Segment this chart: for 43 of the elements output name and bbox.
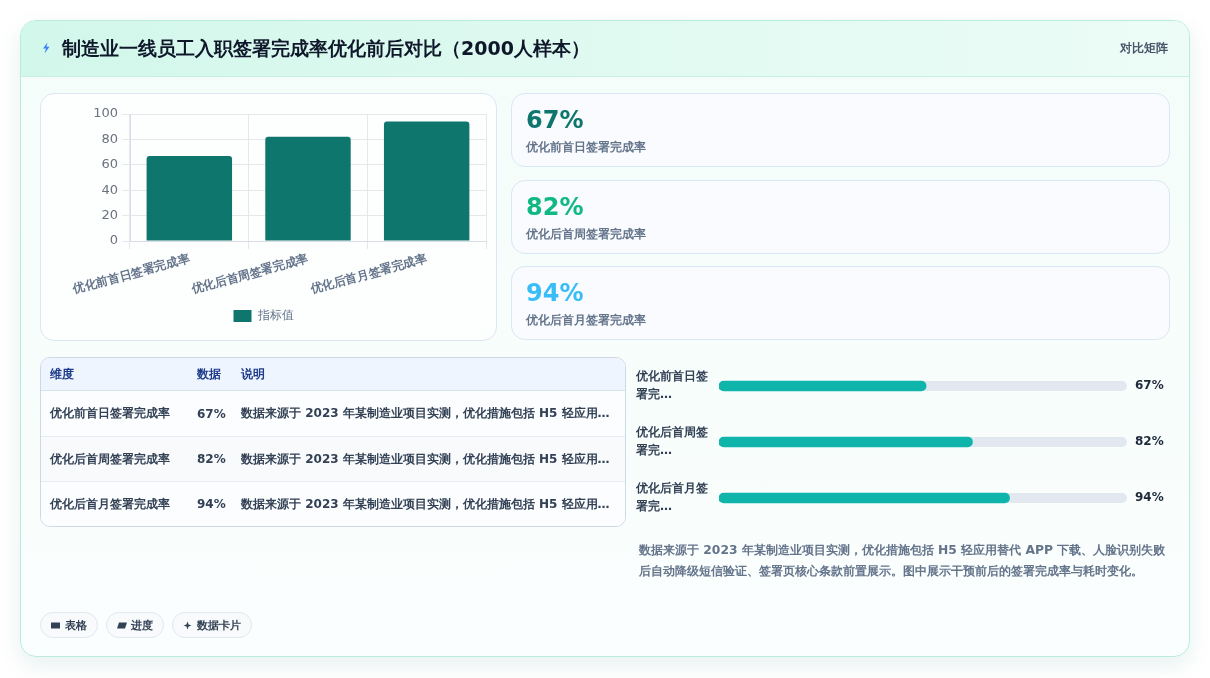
- y-tick-label: 0: [109, 232, 118, 248]
- x-tick-label: 优化后首周签署完成率: [189, 251, 310, 297]
- x-tick-label: 优化后首月签署完成率: [307, 251, 429, 297]
- bar: [383, 121, 470, 241]
- text: 67%: [526, 106, 584, 134]
- chart-title: 制造业一线员工入职签署完成率优化前后对比（2000人样本）: [62, 36, 590, 61]
- text: 对比矩阵: [1120, 40, 1168, 57]
- text: 数据来源于 2023 年某制造业项目实测，优化措施包括 H5 轻应用替代 APP 下载、人脸识别失败后自动降级短信验证、签署页核心条款前置展示。图中展示干预前后的签署完成率与耗时变化。: [639, 542, 1167, 580]
- y-tick-label: 优化后首周签署完…: [635, 425, 708, 458]
- y-tick-label: 20: [101, 207, 118, 222]
- text: 数据来源于 2023 年某制造业项目实测，优化措施包括 H5 轻应用…: [241, 495, 610, 513]
- data-label: 67%: [1135, 378, 1164, 393]
- text: 数据: [197, 365, 221, 383]
- y-tick-label: 80: [101, 130, 118, 146]
- text: 优化后首周签署完成率: [526, 226, 646, 243]
- text: 数据来源于 2023 年某制造业项目实测，优化措施包括 H5 轻应用…: [241, 450, 610, 468]
- text: 进度: [131, 617, 153, 633]
- legend-label: 指标值: [256, 308, 294, 323]
- text: 优化后首月签署完成率: [526, 312, 646, 329]
- y-tick-label: 40: [101, 181, 118, 197]
- text: 维度: [50, 365, 74, 383]
- text: 优化后首月签署完成率: [50, 495, 170, 513]
- bar: [146, 155, 233, 241]
- text: 优化前首日签署完成率: [50, 405, 170, 422]
- bar: [265, 136, 351, 241]
- x-tick-label: 优化前首日签署完成率: [70, 251, 191, 297]
- text: 表格: [65, 617, 87, 633]
- text: 82%: [526, 193, 584, 221]
- y-tick-label: 优化后首月签署完…: [635, 481, 708, 514]
- data-label: 82%: [1135, 434, 1164, 449]
- y-tick-label: 60: [101, 156, 118, 172]
- text: 优化前首日签署完成率: [526, 139, 646, 156]
- text: 82%: [197, 451, 226, 468]
- text: 94%: [197, 496, 226, 513]
- y-tick-label: 优化前首日签署完…: [635, 369, 708, 402]
- text: 数据卡片: [197, 617, 241, 633]
- data-label: 94%: [1135, 490, 1164, 505]
- text: 优化后首周签署完成率: [50, 450, 170, 468]
- text: 说明: [241, 365, 265, 383]
- text: 67%: [197, 405, 226, 423]
- text: 数据来源于 2023 年某制造业项目实测，优化措施包括 H5 轻应用…: [241, 405, 610, 422]
- y-tick-label: 100: [93, 105, 118, 121]
- text: 94%: [526, 279, 584, 307]
